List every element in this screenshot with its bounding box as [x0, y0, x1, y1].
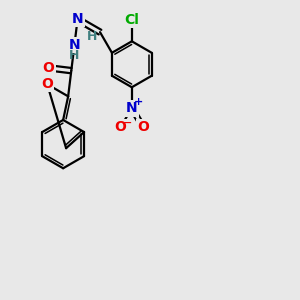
Text: +: + [134, 97, 143, 107]
Text: Cl: Cl [124, 13, 139, 27]
Text: O: O [41, 77, 53, 91]
Text: N: N [69, 38, 80, 52]
Text: O: O [115, 120, 127, 134]
Text: O: O [43, 61, 55, 75]
Text: H: H [87, 30, 97, 43]
Text: N: N [72, 12, 83, 26]
Text: −: − [122, 118, 132, 128]
Text: H: H [69, 49, 79, 62]
Text: O: O [137, 120, 149, 134]
Text: N: N [126, 101, 138, 116]
